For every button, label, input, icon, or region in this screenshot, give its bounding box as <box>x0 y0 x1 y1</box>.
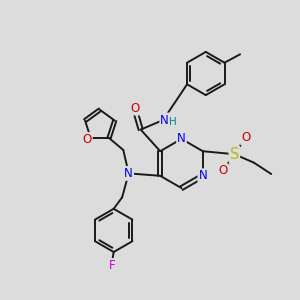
Text: O: O <box>131 101 140 115</box>
Text: N: N <box>124 167 133 180</box>
Text: N: N <box>160 113 169 127</box>
Text: N: N <box>177 132 186 146</box>
Text: O: O <box>218 164 227 177</box>
Text: O: O <box>241 131 250 144</box>
Text: O: O <box>82 133 92 146</box>
Text: S: S <box>230 147 239 162</box>
Text: F: F <box>109 259 116 272</box>
Text: N: N <box>198 169 207 182</box>
Text: H: H <box>169 117 177 128</box>
